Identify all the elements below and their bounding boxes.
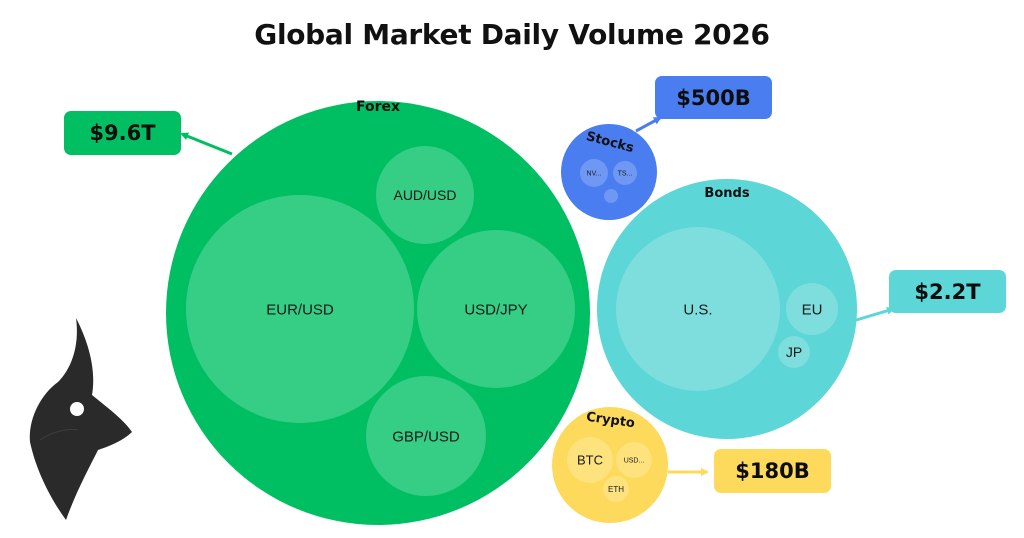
stocks-child-bubble bbox=[613, 161, 637, 185]
stocks-bubble bbox=[561, 124, 657, 220]
forex-child-label: USD/JPY bbox=[464, 301, 527, 318]
forex-callout-arrow bbox=[180, 132, 233, 156]
forex-child-label: EUR/USD bbox=[266, 301, 334, 318]
bonds-group-label: Bonds bbox=[704, 186, 749, 201]
forex-child-bubble bbox=[417, 230, 575, 388]
bonds-child-label: JP bbox=[786, 344, 802, 360]
bonds-child-label: EU bbox=[802, 301, 823, 318]
bonds-child-bubble bbox=[616, 227, 780, 391]
stocks-value-callout: $500B bbox=[655, 76, 772, 119]
stocks-child-bubble bbox=[604, 189, 618, 203]
crypto-child-bubble bbox=[603, 476, 629, 502]
bonds-child-label: U.S. bbox=[683, 301, 712, 318]
stocks-callout-arrow bbox=[635, 116, 662, 133]
bull-head-logo-icon bbox=[29, 318, 132, 520]
forex-child-label: AUD/USD bbox=[393, 187, 456, 203]
forex-group-label: Forex bbox=[356, 99, 400, 115]
crypto-child-label: ETH bbox=[608, 485, 624, 494]
forex-child-bubble bbox=[186, 195, 414, 423]
crypto-group-label: Crypto bbox=[585, 410, 636, 432]
bonds-callout-arrow bbox=[852, 306, 895, 323]
forex-value-callout: $9.6T bbox=[64, 111, 181, 155]
crypto-value-callout: $180B bbox=[714, 449, 831, 493]
stocks-child-label: NV... bbox=[587, 170, 602, 177]
crypto-child-bubble bbox=[567, 437, 613, 483]
stocks-child-label: TS... bbox=[618, 170, 633, 177]
chart-title: Global Market Daily Volume 2026 bbox=[254, 18, 770, 51]
bonds-value-callout: $2.2T bbox=[889, 270, 1006, 313]
crypto-child-label: USD... bbox=[624, 457, 645, 464]
forex-child-label: GBP/USD bbox=[392, 428, 460, 445]
bonds-child-bubble bbox=[778, 336, 810, 368]
forex-child-bubble bbox=[366, 376, 486, 496]
crypto-child-label: BTC bbox=[577, 453, 603, 468]
stocks-child-bubble bbox=[580, 159, 608, 187]
bonds-child-bubble bbox=[786, 283, 838, 335]
forex-child-bubble bbox=[376, 146, 474, 244]
crypto-child-bubble bbox=[616, 442, 652, 478]
